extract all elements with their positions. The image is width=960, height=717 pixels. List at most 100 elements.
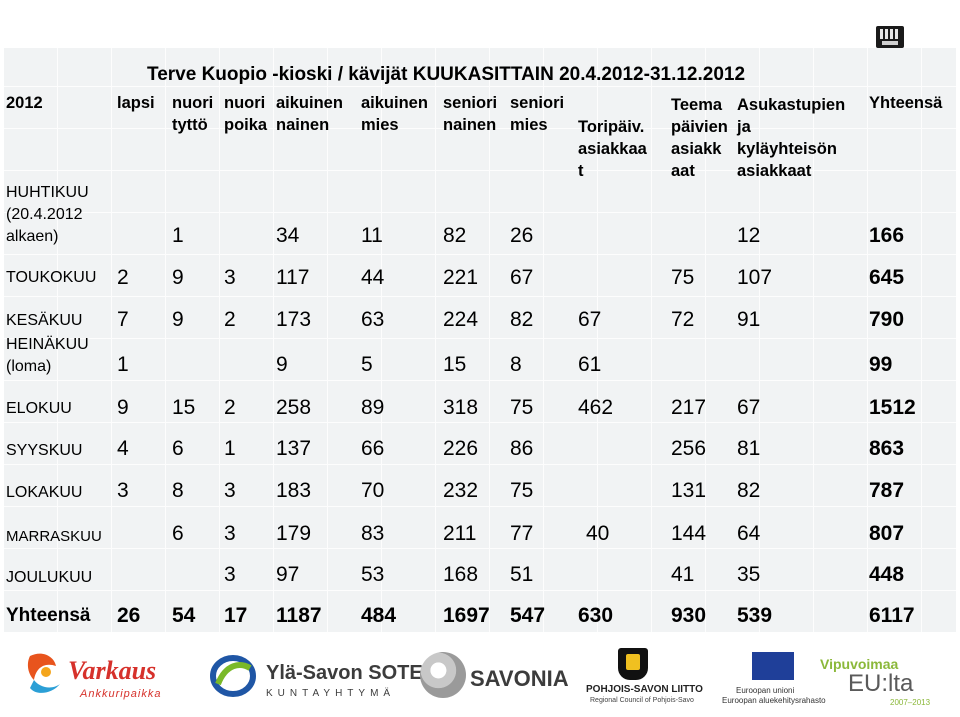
savonia-name: SAVONIA bbox=[470, 666, 569, 691]
cell-seniori-nainen: 168 bbox=[443, 563, 479, 586]
ylasavo-mark-icon bbox=[210, 655, 256, 697]
varkaus-logo: Varkaus Ankkuripaikka bbox=[24, 640, 204, 710]
cell-teema: 144 bbox=[671, 522, 707, 545]
cell-nuori-poika: 3 bbox=[224, 266, 236, 289]
row-label-yhteensa: Yhteensä bbox=[6, 605, 91, 626]
header-yhteensa: Yhteensä bbox=[869, 94, 943, 112]
kuopio-crest-icon bbox=[876, 26, 904, 48]
header-teema-2: päivien bbox=[671, 118, 728, 136]
pohjois-savon-liitto-logo: POHJOIS-SAVON LIITTO Regional Council of… bbox=[578, 640, 708, 710]
cell-seniori-mies: 51 bbox=[510, 563, 534, 586]
vipuvoimaa-text: Vipuvoimaa bbox=[820, 656, 899, 672]
cell-nuori-poika: 3 bbox=[224, 563, 236, 586]
cell-nuori-tytto: 9 bbox=[172, 266, 184, 289]
cell-lapsi: 7 bbox=[117, 308, 129, 331]
row-label-huhtikuu-3: alkaen) bbox=[6, 228, 59, 245]
row-label-huhtikuu-1: HUHTIKUU bbox=[6, 184, 89, 201]
cell-seniori-mies: 26 bbox=[510, 224, 534, 247]
cell-teema: 217 bbox=[671, 396, 707, 419]
cell-nuori-poika: 2 bbox=[224, 308, 236, 331]
savonia-mark-icon bbox=[420, 652, 466, 698]
header-toripaiv-2: asiakkaa bbox=[578, 140, 647, 158]
row-label-huhtikuu-2: (20.4.2012 bbox=[6, 206, 83, 223]
cell-asukastupien: 107 bbox=[737, 266, 773, 289]
cell-lapsi: 4 bbox=[117, 437, 129, 460]
cell-yhteensa: 645 bbox=[869, 266, 905, 289]
header-seniori-nainen-1: seniori bbox=[443, 94, 498, 112]
cell-asukastupien: 12 bbox=[737, 224, 761, 247]
header-toripaiv-3: t bbox=[578, 162, 584, 180]
cell-nuori-poika: 1 bbox=[224, 437, 236, 460]
psl-sub: Regional Council of Pohjois-Savo bbox=[590, 697, 694, 704]
cell-seniori-nainen: 318 bbox=[443, 396, 479, 419]
cell-seniori-nainen: 224 bbox=[443, 308, 479, 331]
cell-aikuinen-mies: 5 bbox=[361, 353, 373, 376]
cell-aikuinen-nainen: 9 bbox=[276, 353, 288, 376]
cell-aikuinen-mies: 63 bbox=[361, 308, 385, 331]
header-lapsi: lapsi bbox=[117, 94, 155, 112]
header-asukastupien-3: kyläyhteisön bbox=[737, 140, 837, 158]
total-nuori-poika: 17 bbox=[224, 604, 248, 627]
cell-teema: 131 bbox=[671, 479, 707, 502]
header-teema-1: Teema bbox=[671, 96, 723, 114]
cell-seniori-mies: 77 bbox=[510, 522, 534, 545]
cell-asukastupien: 67 bbox=[737, 396, 761, 419]
cell-teema: 72 bbox=[671, 308, 695, 331]
header-nuori-poika-2: poika bbox=[224, 116, 268, 134]
row-label-lokakuu: LOKAKUU bbox=[6, 484, 83, 501]
row-label-heinakuu-2: (loma) bbox=[6, 358, 52, 375]
cell-aikuinen-nainen: 173 bbox=[276, 308, 312, 331]
cell-asukastupien: 35 bbox=[737, 563, 761, 586]
header-nuori-tytto-1: nuori bbox=[172, 94, 214, 112]
cell-seniori-mies: 8 bbox=[510, 353, 522, 376]
ylasavo-sote-logo: Ylä-Savon SOTE KUNTAYHTYMÄ bbox=[210, 640, 423, 710]
cell-toripaiv: 67 bbox=[578, 308, 602, 331]
cell-nuori-tytto: 8 bbox=[172, 479, 184, 502]
sponsor-logos: Varkaus Ankkuripaikka Ylä-Savon SOTE KUN… bbox=[0, 640, 960, 717]
cell-nuori-poika: 2 bbox=[224, 396, 236, 419]
total-aikuinen-mies: 484 bbox=[361, 604, 397, 627]
eu-flag-icon bbox=[752, 652, 794, 680]
cell-asukastupien: 64 bbox=[737, 522, 761, 545]
cell-seniori-nainen: 82 bbox=[443, 224, 467, 247]
cell-aikuinen-mies: 70 bbox=[361, 479, 385, 502]
cell-nuori-tytto: 6 bbox=[172, 437, 184, 460]
savonia-logo: SAVONIA bbox=[420, 640, 570, 710]
cell-seniori-mies: 67 bbox=[510, 266, 534, 289]
cell-seniori-nainen: 221 bbox=[443, 266, 479, 289]
cell-teema: 75 bbox=[671, 266, 695, 289]
cell-aikuinen-nainen: 117 bbox=[276, 266, 310, 289]
total-lapsi: 26 bbox=[117, 604, 141, 627]
cell-nuori-poika: 3 bbox=[224, 479, 236, 502]
cell-aikuinen-mies: 53 bbox=[361, 563, 385, 586]
cell-aikuinen-nainen: 258 bbox=[276, 396, 312, 419]
eulta-text: EU:lta bbox=[848, 670, 914, 697]
cell-lapsi: 2 bbox=[117, 266, 129, 289]
cell-lapsi: 1 bbox=[117, 353, 129, 376]
cell-lapsi: 3 bbox=[117, 479, 129, 502]
cell-toripaiv: 462 bbox=[578, 396, 614, 419]
cell-nuori-poika: 3 bbox=[224, 522, 236, 545]
cell-nuori-tytto: 6 bbox=[172, 522, 184, 545]
ylasavo-sub: KUNTAYHTYMÄ bbox=[266, 688, 396, 699]
row-label-syyskuu: SYYSKUU bbox=[6, 442, 83, 459]
header-year: 2012 bbox=[6, 94, 43, 112]
row-label-heinakuu-1: HEINÄKUU bbox=[6, 336, 89, 353]
eu-logo: Euroopan unioni Euroopan aluekehitysraha… bbox=[722, 640, 826, 710]
cell-seniori-nainen: 226 bbox=[443, 437, 479, 460]
cell-teema: 41 bbox=[671, 563, 695, 586]
cell-aikuinen-nainen: 34 bbox=[276, 224, 300, 247]
cell-yhteensa: 787 bbox=[869, 479, 905, 502]
vipuvoimaa-logo: Vipuvoimaa EU:lta 2007–2013 bbox=[818, 640, 948, 710]
cell-seniori-nainen: 211 bbox=[443, 522, 477, 545]
cell-seniori-mies: 75 bbox=[510, 479, 534, 502]
total-seniori-mies: 547 bbox=[510, 604, 546, 627]
cell-aikuinen-nainen: 179 bbox=[276, 522, 312, 545]
cell-yhteensa: 1512 bbox=[869, 396, 916, 419]
cell-seniori-mies: 75 bbox=[510, 396, 534, 419]
cell-aikuinen-nainen: 97 bbox=[276, 563, 300, 586]
header-seniori-mies-1: seniori bbox=[510, 94, 565, 112]
cell-teema: 256 bbox=[671, 437, 707, 460]
row-label-joulukuu: JOULUKUU bbox=[6, 569, 93, 586]
header-aikuinen-mies-2: mies bbox=[361, 116, 399, 134]
